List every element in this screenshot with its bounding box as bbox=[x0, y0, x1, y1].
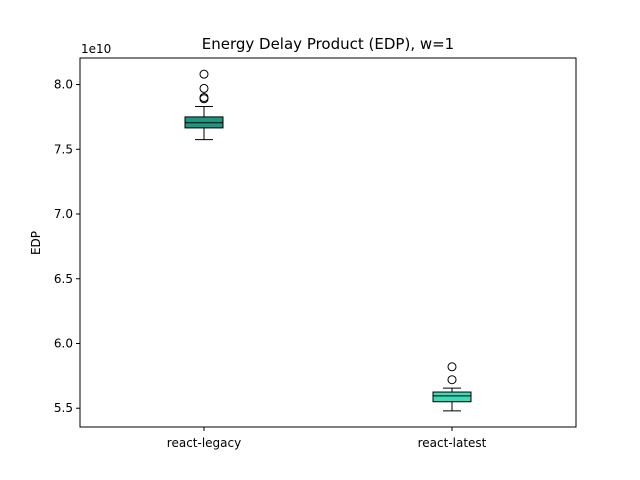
y-tick-label: 6.0 bbox=[54, 336, 73, 350]
chart-title: Energy Delay Product (EDP), w=1 bbox=[202, 35, 454, 53]
boxes bbox=[184, 69, 472, 412]
x-tick-label: react-latest bbox=[418, 436, 487, 450]
outlier-point bbox=[199, 83, 209, 93]
outlier-point bbox=[199, 92, 209, 102]
box-iqr bbox=[432, 391, 472, 403]
outlier-point bbox=[447, 362, 457, 372]
x-tick-label: react-legacy bbox=[167, 436, 241, 450]
y-tick-label: 7.0 bbox=[54, 207, 73, 221]
outlier-point bbox=[199, 69, 209, 79]
box-react-legacy bbox=[184, 69, 224, 141]
y-tick-label: 8.0 bbox=[54, 78, 73, 92]
y-axis-scale-label: 1e10 bbox=[81, 42, 111, 56]
outlier-point bbox=[447, 375, 457, 385]
plot-frame bbox=[79, 57, 577, 428]
box-react-latest bbox=[432, 362, 472, 412]
axis-ticks: 5.5 6.0 6.5 7.0 7.5 8.0 react-legacy react-late… bbox=[54, 78, 487, 450]
y-tick-label: 7.5 bbox=[54, 142, 73, 156]
y-tick-label: 6.5 bbox=[54, 272, 73, 286]
y-tick-label: 5.5 bbox=[54, 401, 73, 415]
y-axis-label: EDP bbox=[29, 231, 43, 255]
